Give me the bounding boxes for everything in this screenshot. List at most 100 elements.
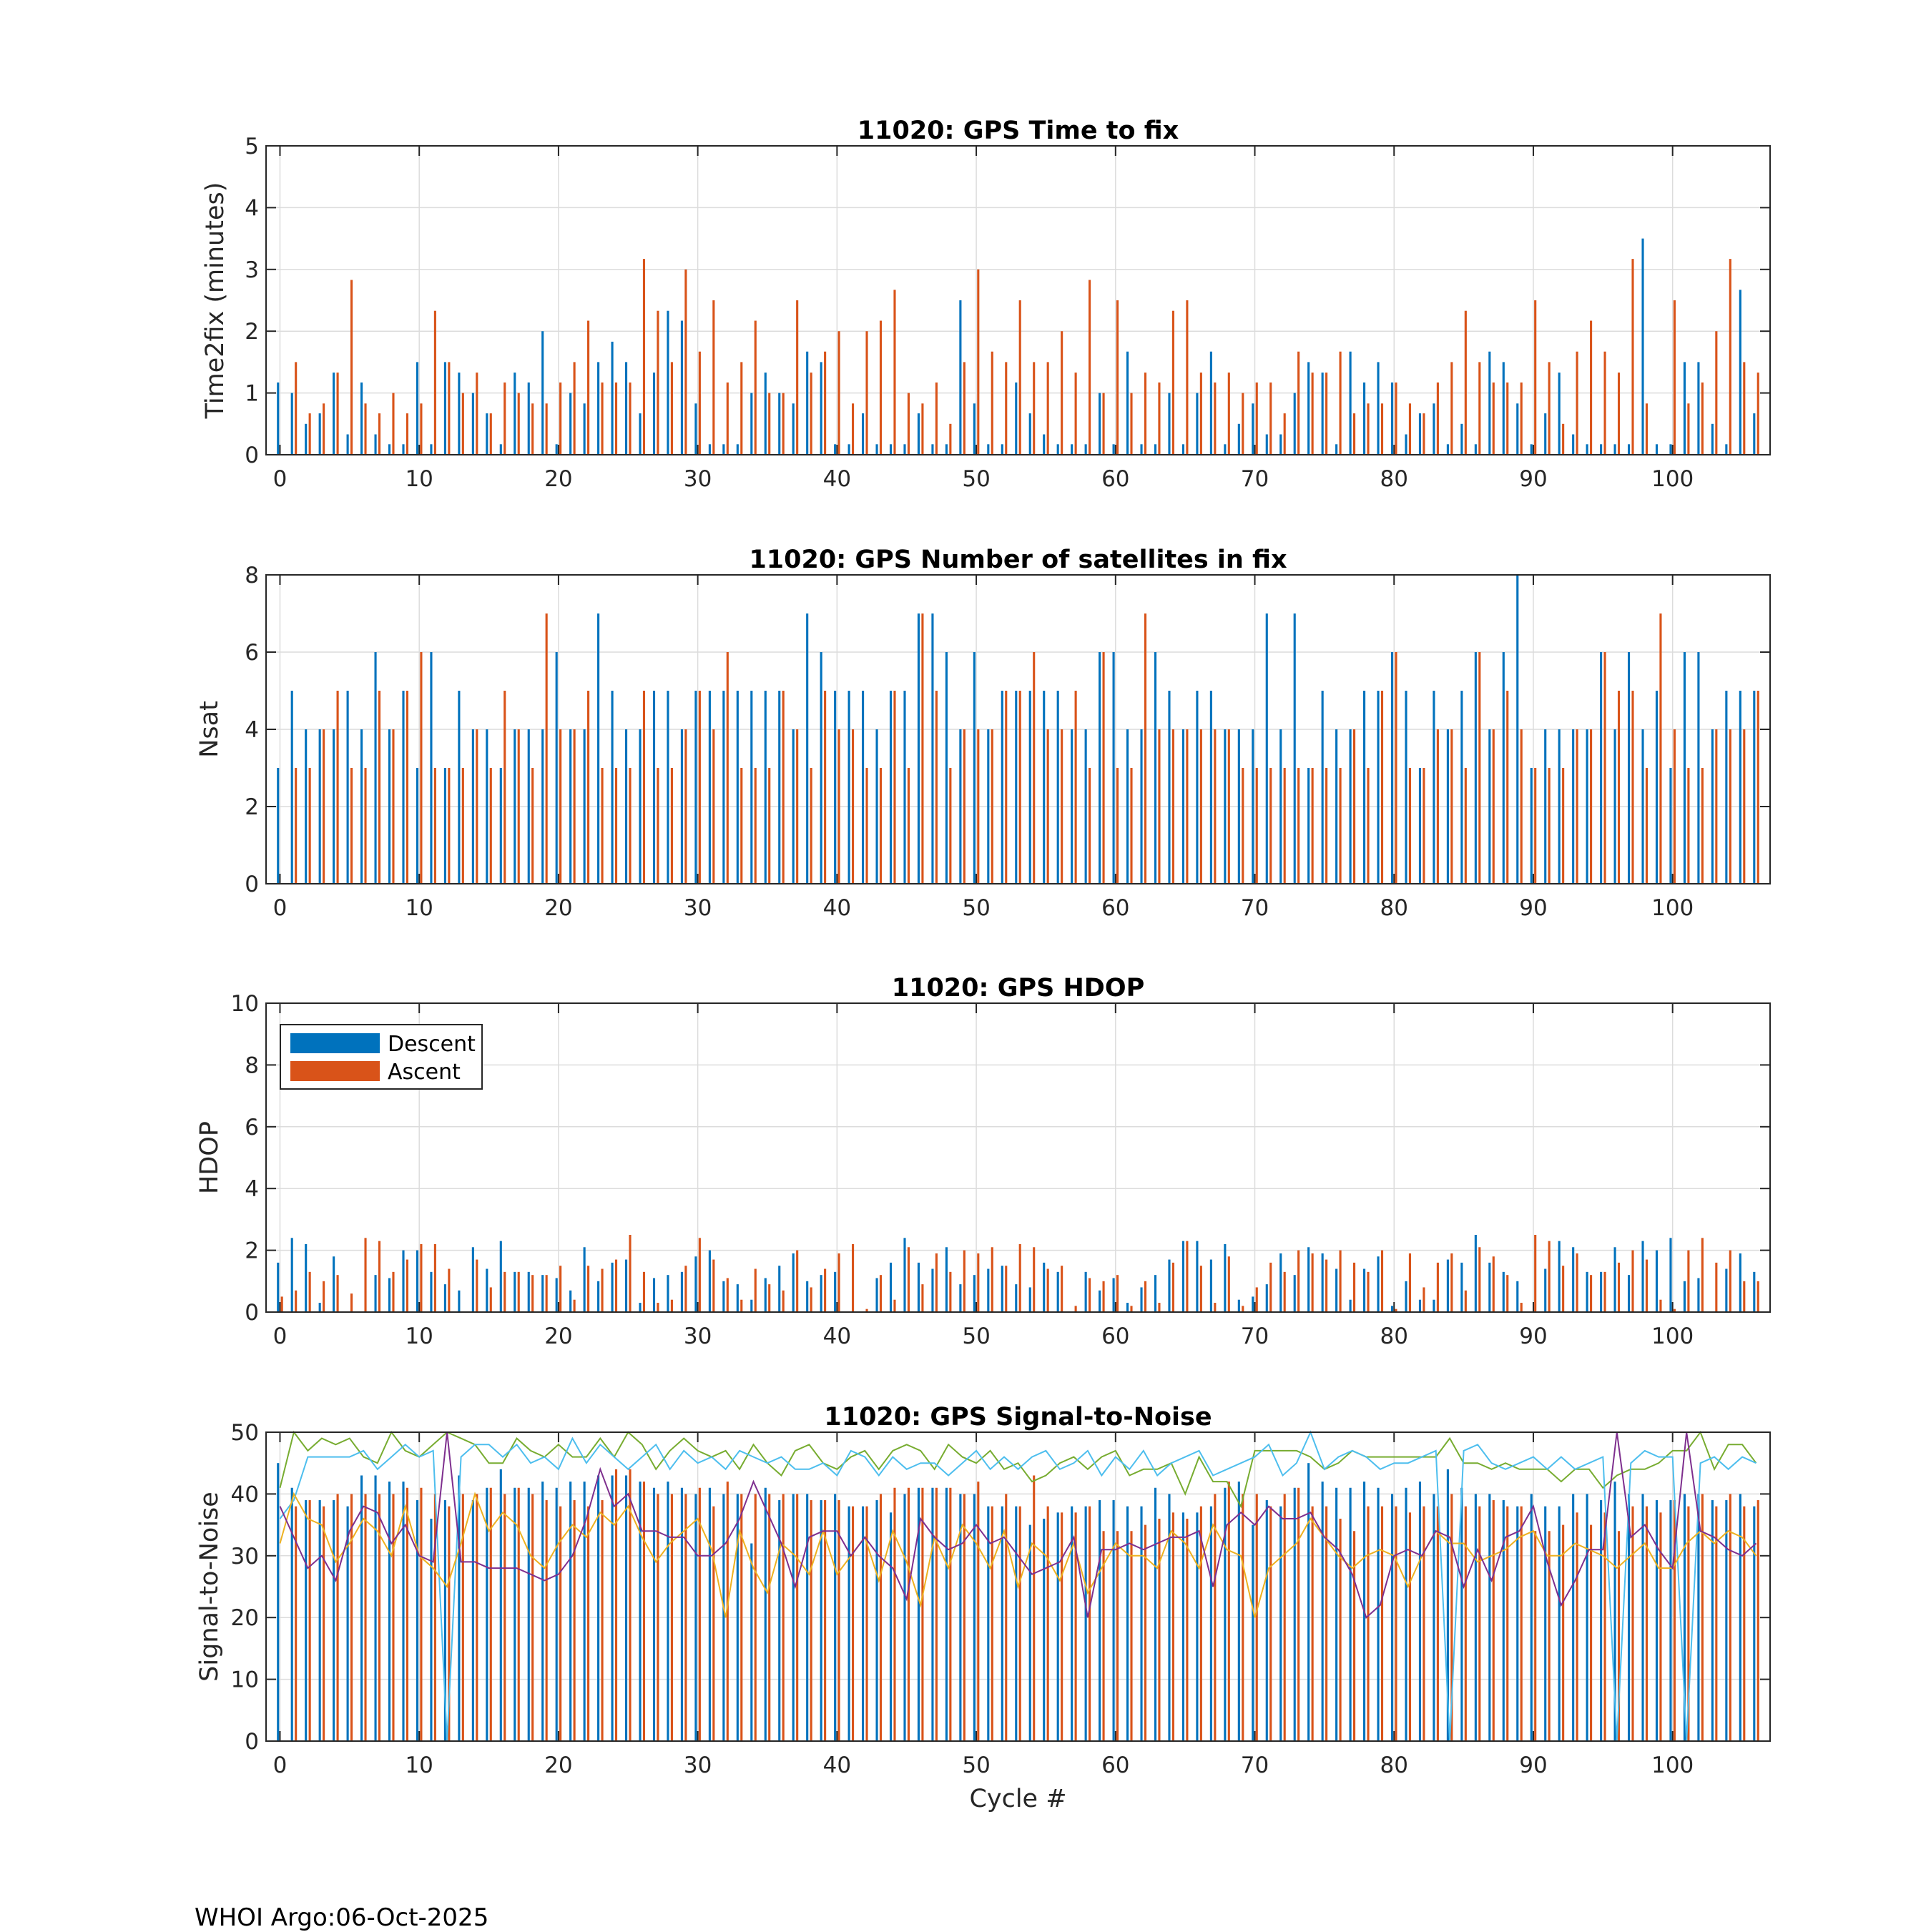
ascent-bar [824, 691, 827, 884]
ascent-bar [517, 1271, 520, 1312]
x-tick-label: 60 [1101, 895, 1129, 921]
descent-bar [1028, 691, 1031, 884]
descent-bar [639, 1482, 642, 1741]
descent-bar [388, 444, 391, 455]
ascent-bar [1729, 1250, 1731, 1312]
descent-bar [1377, 691, 1380, 884]
ascent-bar [963, 729, 966, 884]
descent-bar [1252, 1296, 1254, 1312]
descent-bar [959, 729, 962, 884]
ascent-bar [1562, 423, 1565, 455]
ascent-bar [1408, 1512, 1412, 1741]
descent-bar [1683, 1494, 1686, 1741]
descent-bar [333, 373, 335, 455]
descent-bar [388, 1482, 391, 1741]
descent-bar [1627, 1275, 1631, 1312]
descent-bar [1209, 691, 1212, 884]
ascent-bar [420, 403, 423, 455]
snr-trace-line [279, 1430, 1757, 1509]
ascent-bar [1339, 1250, 1342, 1312]
ascent-bar [1297, 1487, 1300, 1741]
descent-bar [277, 1463, 280, 1741]
ascent-bar [1242, 1494, 1244, 1741]
x-tick-label: 0 [273, 1324, 288, 1349]
axes-box [265, 1002, 1771, 1313]
descent-bar [305, 423, 308, 455]
descent-bar [680, 320, 683, 455]
descent-bar [1224, 729, 1227, 884]
descent-bar [569, 393, 572, 455]
descent-bar [1084, 444, 1087, 455]
descent-bar [402, 1250, 405, 1312]
y-tick-label: 10 [231, 1667, 259, 1693]
ascent-bar [754, 320, 757, 455]
ascent-bar [1478, 1247, 1481, 1312]
descent-bar [1446, 1469, 1449, 1741]
descent-bar [1641, 1241, 1644, 1312]
descent-bar [569, 1290, 572, 1312]
descent-bar [820, 1275, 822, 1312]
ascent-bar [433, 310, 436, 455]
descent-bar [1043, 434, 1046, 455]
descent-bar [778, 691, 781, 884]
ascent-bar [1520, 1506, 1523, 1741]
descent-bar [987, 1506, 990, 1741]
ascent-bar [893, 290, 896, 455]
descent-bar [834, 1271, 837, 1312]
descent-bar [1488, 1494, 1491, 1741]
ascent-bar [420, 1487, 423, 1741]
ascent-bar [476, 373, 478, 455]
descent-bar [1669, 768, 1672, 884]
descent-bar [945, 444, 948, 455]
ascent-bar [295, 768, 298, 884]
ascent-bar [308, 1500, 311, 1741]
descent-bar [1586, 1271, 1588, 1312]
ascent-bar [670, 768, 673, 884]
ascent-bar [865, 331, 868, 455]
ascent-bar [448, 768, 451, 884]
descent-bar [499, 1469, 502, 1741]
ascent-bar [433, 1494, 436, 1741]
descent-bar [1349, 1299, 1352, 1312]
ascent-bar [670, 1299, 673, 1312]
ascent-bar [921, 1487, 924, 1741]
descent-bar [624, 1259, 628, 1312]
descent-bar [527, 729, 530, 884]
descent-bar [1084, 729, 1087, 884]
y-axis-label: Signal-to-Noise [195, 1492, 224, 1682]
ascent-bar [824, 351, 827, 455]
ascent-bar [308, 413, 311, 455]
descent-bar [750, 1543, 753, 1741]
x-tick-label: 80 [1380, 466, 1408, 492]
descent-bar [750, 691, 753, 884]
ascent-bar [837, 1500, 840, 1741]
descent-bar [360, 382, 363, 455]
x-tick-label: 40 [823, 1324, 851, 1349]
ascent-bar [949, 1487, 952, 1741]
ascent-bar [1018, 1506, 1021, 1741]
ascent-bar [559, 1266, 562, 1312]
descent-bar [931, 613, 934, 884]
descent-bar [847, 444, 850, 455]
descent-bar [611, 1475, 614, 1741]
descent-bar [1697, 1494, 1700, 1741]
legend-label: Ascent [388, 1060, 461, 1085]
descent-bar [1237, 1299, 1240, 1312]
ascent-bar [1325, 768, 1328, 884]
descent-bar [708, 1250, 711, 1312]
ascent-bar [1395, 1308, 1397, 1312]
ascent-bar [1171, 729, 1174, 884]
ascent-bar [1074, 691, 1077, 884]
ascent-bar [1603, 1271, 1606, 1312]
y-axis-label: HDOP [195, 1121, 224, 1194]
descent-bar [1001, 1266, 1003, 1312]
ascent-bar [587, 320, 590, 455]
descent-bar [318, 729, 321, 884]
descent-bar [1224, 1487, 1227, 1741]
descent-bar [806, 351, 809, 455]
ascent-bar [1701, 768, 1704, 884]
descent-bar [792, 729, 795, 884]
ascent-bar [977, 269, 980, 455]
ascent-bar [601, 1500, 604, 1741]
